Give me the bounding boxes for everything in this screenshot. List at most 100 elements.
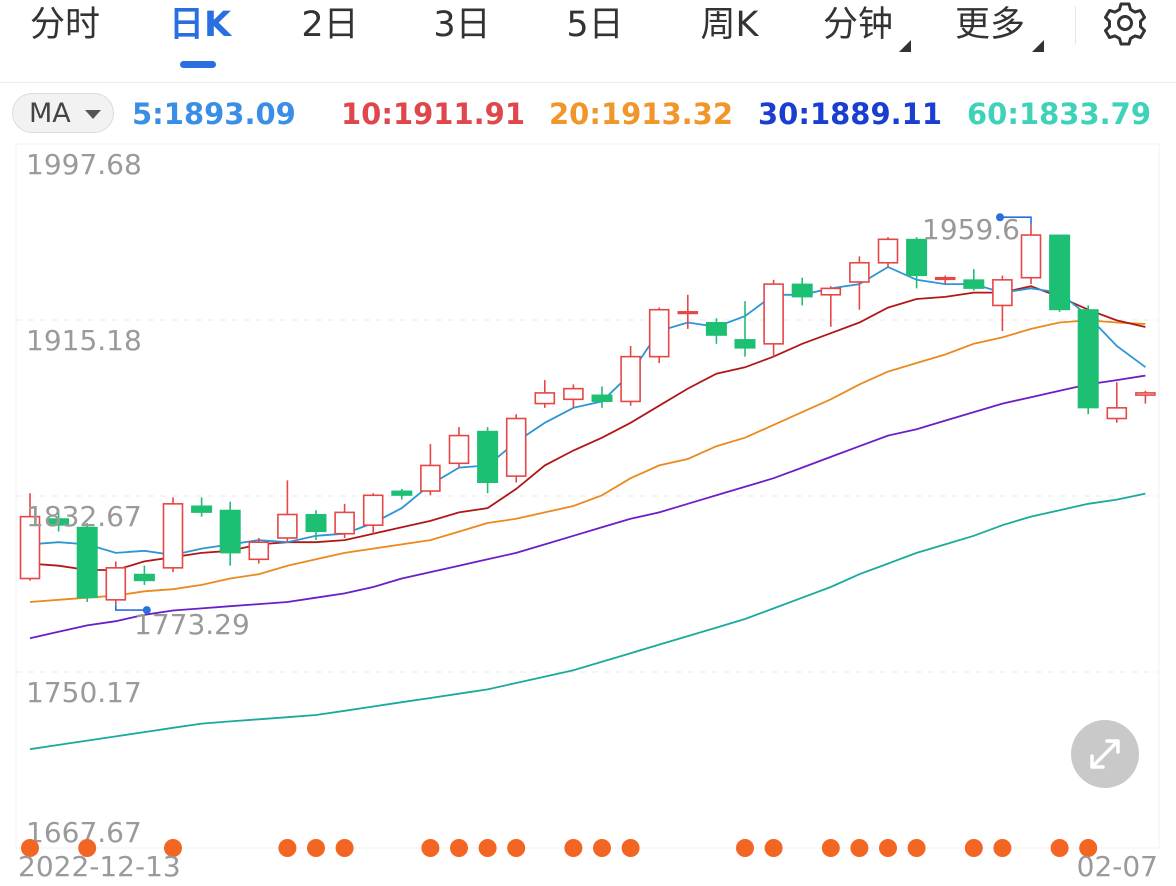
y-axis-labels: 1997.68 1915.18 1832.67 1750.17 1667.67 xyxy=(26,148,142,849)
tab-2day[interactable]: 2日 xyxy=(301,5,359,45)
tab-intraday[interactable]: 分时 xyxy=(29,5,100,45)
candle-body xyxy=(820,287,842,296)
candle-body xyxy=(620,355,641,403)
tab-more[interactable]: 更多 xyxy=(954,5,1025,45)
y-tick-label: 1997.68 xyxy=(26,148,142,181)
candle-body xyxy=(133,573,155,582)
candle xyxy=(1077,305,1099,415)
indicator-select-label: MA xyxy=(29,98,71,129)
candle xyxy=(1106,382,1128,423)
ma20-line xyxy=(29,319,1146,603)
candle xyxy=(76,523,98,602)
candle xyxy=(677,294,699,329)
signal-dot xyxy=(307,839,325,857)
signal-dot xyxy=(78,839,97,857)
high-marker-leader xyxy=(1000,216,1032,226)
candle-body xyxy=(477,430,499,484)
candle-body xyxy=(648,308,670,358)
candle-body xyxy=(48,518,70,526)
candle-body xyxy=(162,503,184,569)
candle xyxy=(277,480,298,543)
tab-weekly-k[interactable]: 周K xyxy=(700,5,759,45)
tab-5day[interactable]: 5日 xyxy=(566,5,624,45)
x-start-label: 2022-12-13 xyxy=(18,850,181,883)
signal-dot xyxy=(764,839,783,857)
ma60-value: 60:1833.79 xyxy=(967,97,1152,131)
indicator-select[interactable]: MA xyxy=(12,93,114,133)
candle-body xyxy=(906,238,928,277)
y-tick-label: 1750.17 xyxy=(26,676,142,709)
candle xyxy=(362,493,384,534)
low-marker-dot xyxy=(142,606,151,615)
candle xyxy=(420,444,441,496)
candle-body xyxy=(763,283,784,345)
candle xyxy=(820,286,842,327)
candle-body xyxy=(992,279,1013,307)
candle-body xyxy=(334,511,355,535)
signal-dot xyxy=(278,839,297,857)
candle xyxy=(1049,234,1071,312)
candle xyxy=(591,386,613,408)
candle xyxy=(763,279,784,357)
signal-dot xyxy=(21,839,39,857)
candle-body xyxy=(734,339,756,349)
gear-icon[interactable] xyxy=(1102,0,1148,46)
candle xyxy=(1135,390,1156,404)
candle xyxy=(992,275,1013,332)
tab-3day[interactable]: 3日 xyxy=(433,5,491,45)
signal-dot xyxy=(593,839,611,857)
fullscreen-button[interactable] xyxy=(1071,720,1139,788)
candle-body xyxy=(1077,309,1099,409)
candle-body xyxy=(1135,392,1156,396)
candle xyxy=(162,497,184,573)
candle-body xyxy=(420,464,441,492)
signal-dot xyxy=(507,839,526,857)
signal-dot xyxy=(1079,839,1098,857)
signal-dot xyxy=(736,839,754,857)
high-marker-dot xyxy=(996,213,1004,222)
candle-body xyxy=(219,509,241,554)
candle-body xyxy=(248,541,270,561)
signal-dot xyxy=(879,839,897,857)
candle xyxy=(248,537,270,564)
chevron-down-icon xyxy=(85,110,101,119)
candle-body xyxy=(705,322,727,336)
y-tick-label: 1832.67 xyxy=(26,500,142,533)
ma10-line xyxy=(29,285,1146,571)
candle xyxy=(534,380,556,408)
signal-dot xyxy=(335,839,354,857)
candle xyxy=(705,318,727,344)
candle xyxy=(505,414,527,483)
candle-body xyxy=(277,513,298,539)
candle-body xyxy=(677,311,699,315)
candle-body xyxy=(19,515,41,580)
candle xyxy=(620,345,641,406)
expand-icon xyxy=(1090,739,1120,769)
ma-indicator-row: MA 5:1893.09 10:1911.91 20:1913.32 30:18… xyxy=(0,90,1176,140)
ma10-value: 10:1911.91 xyxy=(341,97,526,131)
signal-dot xyxy=(564,839,583,857)
candle xyxy=(791,277,813,306)
low-marker-label: 1773.29 xyxy=(134,608,250,641)
candle-body xyxy=(934,276,956,281)
ma60-line xyxy=(29,492,1146,751)
signal-dot xyxy=(164,839,182,857)
candle-body xyxy=(191,505,213,513)
ma20-value: 20:1913.32 xyxy=(549,97,734,131)
tab-daily-k[interactable]: 日K xyxy=(168,5,232,45)
candle-body xyxy=(391,490,413,496)
signal-dot xyxy=(850,839,869,857)
tab-minute[interactable]: 分钟 xyxy=(822,5,893,45)
candle-body xyxy=(534,392,556,405)
candle xyxy=(1020,225,1042,285)
grid-lines xyxy=(16,319,1159,673)
candle xyxy=(305,510,327,541)
candle-body xyxy=(505,417,527,477)
ma5-value: 5:1893.09 xyxy=(132,97,296,131)
more-menu-corner-icon xyxy=(1032,40,1044,52)
candle-body xyxy=(963,279,985,289)
candle xyxy=(563,384,584,408)
candle-body xyxy=(1049,234,1071,311)
candle xyxy=(133,565,155,585)
